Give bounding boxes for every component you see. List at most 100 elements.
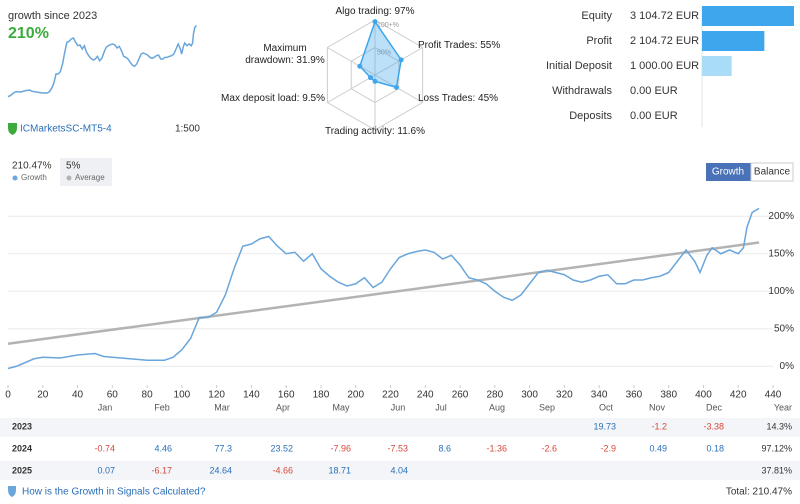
- row-year: 2024: [12, 443, 32, 453]
- footer-total: Total: 210.47%: [726, 487, 792, 498]
- column-header: Jun: [391, 402, 406, 412]
- summary-bar: [702, 56, 732, 76]
- x-tick-label: 200: [347, 390, 364, 401]
- row-year: 2025: [12, 465, 32, 475]
- tab-balance[interactable]: [750, 162, 794, 182]
- cell: 8.6: [438, 443, 451, 453]
- legend-name: Average: [75, 173, 105, 182]
- legend-summary: 5%: [66, 161, 81, 172]
- y-tick-label: 100%: [768, 286, 794, 297]
- cell: -7.53: [387, 443, 408, 453]
- x-tick-label: 440: [765, 390, 782, 401]
- x-tick-label: 80: [142, 390, 154, 401]
- column-header: Aug: [489, 402, 505, 412]
- y-tick-label: 200%: [768, 211, 794, 222]
- x-tick-label: 420: [730, 390, 747, 401]
- series-line: [7, 207, 760, 370]
- radar-point: [393, 84, 399, 90]
- radar-spoke: [374, 47, 423, 76]
- tab-growth[interactable]: [706, 163, 751, 181]
- column-header: Jan: [98, 402, 113, 412]
- radar-label: Maximum drawdown: 31.9%: [245, 43, 325, 66]
- x-tick-label: 360: [626, 390, 643, 401]
- radar-spoke: [374, 74, 423, 103]
- x-tick-label: 340: [591, 390, 608, 401]
- leverage: 1:500: [175, 124, 200, 135]
- x-tick-label: 40: [72, 390, 84, 401]
- column-header: Oct: [599, 402, 614, 412]
- cell: 37.81%: [761, 465, 792, 475]
- cell: -4.66: [272, 465, 293, 475]
- summary-label: Deposits: [569, 110, 612, 122]
- radar-label: Trading activity: 11.6%: [324, 126, 426, 137]
- legend-dot: [66, 175, 72, 181]
- row-bg: [0, 461, 800, 480]
- info-icon: [8, 486, 16, 497]
- summary-bar: [702, 6, 794, 26]
- radar-spoke: [327, 74, 376, 103]
- footer-link[interactable]: How is the Growth in Signals Calculated?: [22, 487, 206, 498]
- x-tick-label: 60: [107, 390, 119, 401]
- tab-label[interactable]: Growth: [712, 167, 744, 178]
- column-header: Jul: [435, 402, 447, 412]
- x-tick-label: 220: [382, 390, 399, 401]
- cell: -2.6: [541, 443, 557, 453]
- cell: 0.07: [97, 465, 115, 475]
- mini-line: [7, 24, 198, 98]
- cell: 0.18: [706, 443, 724, 453]
- cell: 19.73: [593, 421, 616, 431]
- radar-point: [398, 57, 404, 63]
- cell: 77.3: [214, 443, 232, 453]
- legend-summary: 210.47%: [12, 161, 52, 172]
- cell: -0.74: [94, 443, 115, 453]
- summary-label: Initial Deposit: [546, 60, 612, 72]
- cell: -1.36: [486, 443, 507, 453]
- radar-label: Max deposit load: 9.5%: [221, 93, 325, 104]
- tab-label[interactable]: Balance: [754, 167, 791, 178]
- cell: 24.64: [209, 465, 232, 475]
- cell: -7.96: [330, 443, 351, 453]
- x-tick-label: 180: [313, 390, 330, 401]
- radar-ring-label: 50%: [377, 49, 391, 56]
- radar-point: [372, 78, 378, 84]
- cell: 14.3%: [766, 421, 792, 431]
- cell: -6.17: [151, 465, 172, 475]
- cell: 4.04: [390, 465, 408, 475]
- cell: -1.2: [651, 421, 667, 431]
- radar-point: [367, 75, 373, 81]
- summary-label: Withdrawals: [552, 85, 612, 97]
- shield-icon: [8, 123, 17, 135]
- mini-title: growth since 2023: [8, 10, 97, 22]
- x-tick-label: 20: [37, 390, 49, 401]
- y-tick-label: 0%: [780, 361, 795, 372]
- y-tick-label: 50%: [774, 323, 794, 334]
- cell: 23.52: [270, 443, 293, 453]
- x-tick-label: 140: [243, 390, 260, 401]
- x-tick-label: 260: [452, 390, 469, 401]
- legend-average-box[interactable]: [60, 158, 112, 186]
- column-header: Dec: [706, 402, 723, 412]
- radar-label: Loss Trades: 45%: [418, 93, 499, 104]
- legend-growth-box[interactable]: [8, 158, 58, 186]
- series-line: [7, 241, 760, 345]
- broker[interactable]: ICMarketsSC-MT5-4: [20, 124, 112, 135]
- legend-dot: [12, 175, 18, 181]
- x-tick-label: 300: [521, 390, 538, 401]
- summary-label: Equity: [581, 10, 612, 22]
- column-header: Nov: [649, 402, 666, 412]
- cell: -3.38: [703, 421, 724, 431]
- x-tick-label: 0: [5, 390, 11, 401]
- x-tick-label: 280: [486, 390, 503, 401]
- row-year: 2023: [12, 421, 32, 431]
- cell: -2.9: [600, 443, 616, 453]
- column-header: Sep: [539, 402, 555, 412]
- radar-ring-label: 100+%: [377, 22, 399, 29]
- column-header: Year: [774, 402, 792, 412]
- x-tick-label: 160: [278, 390, 295, 401]
- summary-value: 0.00 EUR: [630, 110, 678, 122]
- column-header: May: [332, 402, 350, 412]
- summary-value: 3 104.72 EUR: [630, 10, 699, 22]
- summary-value: 2 104.72 EUR: [630, 35, 699, 47]
